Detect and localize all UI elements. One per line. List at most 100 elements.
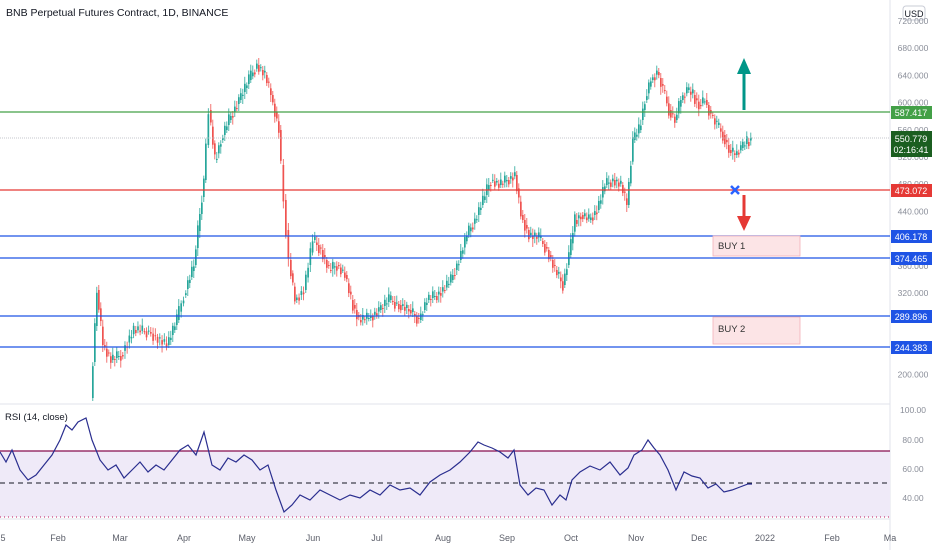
currency-button[interactable] <box>902 5 926 21</box>
candle-body <box>246 85 248 88</box>
candle-body <box>502 183 504 185</box>
candle-body <box>508 180 510 185</box>
candle-body <box>314 236 316 240</box>
candle-body <box>114 359 116 360</box>
candle-body <box>582 215 584 220</box>
candle-body <box>309 248 312 265</box>
candle-body <box>632 137 634 162</box>
candle-body <box>402 304 404 306</box>
candle-body <box>324 255 326 258</box>
candle-body <box>152 333 154 341</box>
candle-body <box>572 233 574 244</box>
candle-body <box>420 313 422 320</box>
current-price-label: 550.779 02:16:41 <box>891 131 932 157</box>
svg-text:244.383: 244.383 <box>895 343 928 353</box>
candle-body <box>464 237 466 248</box>
candle-body <box>548 250 550 260</box>
candle-body <box>154 335 157 337</box>
time-tick-label: Jun <box>306 533 321 543</box>
arrow-up-icon[interactable] <box>737 58 751 110</box>
candle-body <box>400 305 402 311</box>
candle-body <box>426 302 428 305</box>
candle-body <box>191 266 193 277</box>
candle-body <box>218 145 220 154</box>
candle-body <box>434 296 436 297</box>
candle-body <box>716 120 718 122</box>
rsi-axis[interactable]: 100.00 80.00 60.00 40.00 <box>900 405 926 503</box>
candle-body <box>406 304 408 308</box>
candle-body <box>266 75 268 84</box>
buy-zone-1[interactable] <box>712 235 801 257</box>
candle-body <box>596 212 598 215</box>
candle-body <box>732 147 734 152</box>
candle-body <box>510 176 512 179</box>
candle-body <box>302 292 305 295</box>
svg-text:473.072: 473.072 <box>895 186 928 196</box>
candle-body <box>492 179 494 181</box>
cross-marker-icon[interactable] <box>730 185 740 195</box>
level-label-244: 244.383 <box>891 341 932 354</box>
candle-body <box>338 265 340 267</box>
candle-body <box>726 140 728 143</box>
candle-body <box>528 230 530 240</box>
candle-body <box>616 179 618 182</box>
candle-body <box>220 144 222 147</box>
candle-body <box>658 72 660 76</box>
candle-body <box>630 165 632 184</box>
candle-body <box>178 306 180 320</box>
candle-body <box>738 152 740 155</box>
price-tick-label: 320.000 <box>898 288 929 298</box>
candle-body <box>244 83 246 92</box>
candle-body <box>750 137 752 141</box>
candle-body <box>256 63 258 69</box>
candle-body <box>276 112 278 119</box>
candle-body <box>414 314 416 316</box>
candle-body <box>278 121 280 133</box>
candle-body <box>108 352 110 354</box>
candle-body <box>462 250 464 254</box>
candle-body <box>644 104 646 110</box>
candle-body <box>612 178 614 182</box>
buy-zone-2[interactable] <box>712 316 801 345</box>
candle-body <box>692 89 694 94</box>
candle-body <box>404 307 406 311</box>
candle-body <box>700 105 702 107</box>
candle-body <box>330 270 332 271</box>
candle-body <box>292 273 294 283</box>
candle-body <box>298 297 300 301</box>
candle-body <box>648 82 650 94</box>
time-tick-label: Ma <box>884 533 897 543</box>
candle-body <box>504 175 506 183</box>
candle-body <box>141 325 144 331</box>
candle-body <box>622 185 624 194</box>
candle-body <box>92 366 94 398</box>
price-axis[interactable]: 720.000680.000640.000600.000560.000520.0… <box>898 16 929 380</box>
candle-body <box>290 260 292 277</box>
candle-body <box>124 345 126 351</box>
candle-body <box>336 266 338 271</box>
candle-body <box>334 266 336 268</box>
candle-body <box>684 96 686 98</box>
candle-body <box>488 185 490 190</box>
candle-body <box>262 70 264 76</box>
candle-body <box>222 137 224 140</box>
candle-body <box>168 337 170 345</box>
candle-body <box>466 236 468 242</box>
arrow-down-icon[interactable] <box>737 195 751 231</box>
candle-body <box>608 182 610 184</box>
candle-body <box>370 316 372 318</box>
candle-body <box>264 70 266 73</box>
candle-body <box>176 314 178 325</box>
candle-body <box>161 340 163 345</box>
price-tick-label: 600.000 <box>898 98 929 108</box>
price-tick-label: 440.000 <box>898 206 929 216</box>
candle-body <box>98 290 100 310</box>
candle-body <box>147 330 150 332</box>
candle-body <box>480 207 482 210</box>
time-axis[interactable]: 5 Feb Mar Apr May Jun Jul Aug Sep Oct Nov Dec 2022 Fe… <box>0 533 896 543</box>
candle-body <box>380 305 382 310</box>
rsi-tick-label: 40.00 <box>902 493 924 503</box>
candle-body <box>260 67 262 69</box>
candle-body <box>472 227 474 230</box>
candle-body <box>110 356 112 363</box>
